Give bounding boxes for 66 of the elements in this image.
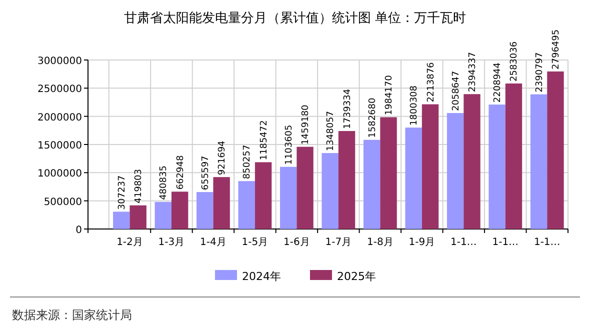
bar <box>547 71 564 229</box>
bar <box>405 128 422 229</box>
x-tick-label: 1-7月 <box>325 237 352 248</box>
legend-label: 2025年 <box>337 270 376 283</box>
source-note: 数据来源：国家统计局 <box>12 308 132 322</box>
data-label: 850257 <box>242 144 253 180</box>
x-tick-label: 1-4月 <box>200 237 226 248</box>
bar <box>254 162 272 229</box>
x-tick-label: 1-1… <box>450 237 477 248</box>
data-label: 655597 <box>200 156 211 190</box>
bar <box>464 94 480 229</box>
bar <box>530 94 548 229</box>
x-tick-label: 1-9月 <box>408 237 436 248</box>
data-label: 2796495 <box>551 29 562 70</box>
bar <box>380 117 397 229</box>
bar <box>363 140 380 229</box>
data-label: 2208944 <box>493 62 504 103</box>
x-tick-label: 1-5月 <box>242 237 268 248</box>
bar <box>488 104 506 229</box>
bar <box>505 83 522 229</box>
data-label: 1582680 <box>368 97 378 138</box>
y-tick-label: 1500000 <box>37 140 82 152</box>
y-tick-label: 1000000 <box>37 168 82 180</box>
bar <box>130 205 146 229</box>
data-label: 1459180 <box>301 104 312 145</box>
bar <box>196 192 214 229</box>
legend-label: 2024年 <box>242 270 281 283</box>
y-tick-label: 0 <box>76 225 82 236</box>
data-label: 307237 <box>117 175 128 210</box>
bar <box>238 181 255 229</box>
data-label: 1800308 <box>410 85 420 126</box>
y-tick-label: 3000000 <box>37 56 82 67</box>
y-tick-label: 500000 <box>44 196 82 208</box>
bar <box>171 192 188 229</box>
bar <box>296 146 314 229</box>
data-label: 2583036 <box>510 41 520 82</box>
data-label: 419803 <box>134 168 144 204</box>
bar <box>422 104 439 229</box>
y-tick-label: 2000000 <box>37 112 82 124</box>
data-label: 1984170 <box>384 74 395 116</box>
data-label: 1103605 <box>284 124 294 165</box>
data-label: 921694 <box>218 140 228 176</box>
bar <box>338 131 356 229</box>
x-tick-label: 1-6月 <box>284 237 310 248</box>
bar <box>113 212 130 229</box>
data-label: 2213876 <box>426 62 436 102</box>
data-label: 1739334 <box>342 88 353 130</box>
bar <box>154 202 172 229</box>
data-label: 2394337 <box>468 52 478 92</box>
x-tick-label: 1-2月 <box>116 237 143 248</box>
data-label: 2390797 <box>534 52 545 92</box>
x-tick-label: 1-8月 <box>367 237 394 248</box>
data-label: 480835 <box>159 166 170 200</box>
data-label: 1348057 <box>326 110 336 152</box>
x-tick-label: 1-3月 <box>158 237 185 248</box>
bar <box>322 153 338 229</box>
data-label: 2058647 <box>451 70 462 112</box>
bar <box>280 166 297 229</box>
x-tick-label: 1-1… <box>492 237 519 248</box>
bar <box>446 113 464 229</box>
data-label: 1185472 <box>259 120 270 160</box>
y-tick-label: 2500000 <box>37 84 82 96</box>
data-label: 662948 <box>176 155 186 190</box>
chart-title: 甘肃省太阳能发电量分月（累计值）统计图 单位：万千瓦时 <box>124 11 466 26</box>
x-tick-label: 1-1… <box>534 237 560 248</box>
bar <box>213 177 230 229</box>
